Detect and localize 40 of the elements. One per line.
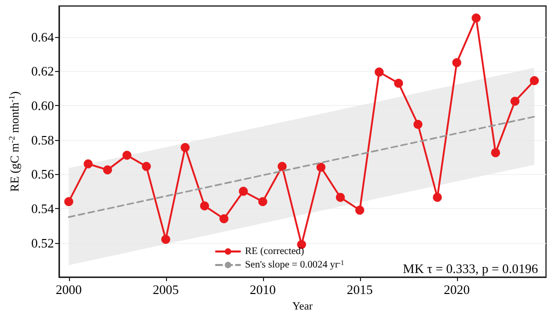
point <box>510 96 520 106</box>
point <box>161 234 170 244</box>
point <box>258 197 268 206</box>
y-tick-label: 0.56 <box>31 166 55 182</box>
annotation: MK τ = 0.333, p = 0.0196 <box>402 261 538 276</box>
point <box>64 197 74 206</box>
x-axis-title: Year <box>292 300 313 312</box>
point <box>472 14 481 23</box>
point <box>219 214 228 224</box>
point <box>142 162 151 171</box>
point <box>374 68 384 77</box>
y-tick-label: 0.54 <box>31 200 55 216</box>
legend-label: RE (corrected) <box>245 246 304 257</box>
point <box>452 58 462 68</box>
x-tick-label: 2005 <box>152 282 179 298</box>
x-tick-label: 2020 <box>444 282 470 298</box>
y-tick-label: 0.62 <box>31 64 54 79</box>
x-tick-label: 2010 <box>250 282 276 298</box>
point <box>530 76 539 86</box>
y-tick-label: 0.64 <box>31 29 55 44</box>
point <box>336 192 345 202</box>
point <box>316 162 326 172</box>
point <box>103 165 112 174</box>
point <box>84 159 93 168</box>
y-tick-label: 0.52 <box>31 235 54 250</box>
point <box>432 192 442 202</box>
x-tick-label: 2015 <box>346 282 373 298</box>
y-tick-label: 0.60 <box>31 98 54 114</box>
point <box>413 120 422 129</box>
point <box>394 78 404 88</box>
point <box>238 186 248 196</box>
point <box>180 143 190 152</box>
point <box>278 162 287 171</box>
point <box>122 150 132 160</box>
y-axis-title: RE (gC m-2 month-1) <box>7 91 22 192</box>
point <box>491 148 500 158</box>
point <box>355 206 364 215</box>
point <box>200 201 210 210</box>
x-tick-label: 2000 <box>56 282 82 298</box>
y-tick-label: 0.58 <box>31 132 54 148</box>
